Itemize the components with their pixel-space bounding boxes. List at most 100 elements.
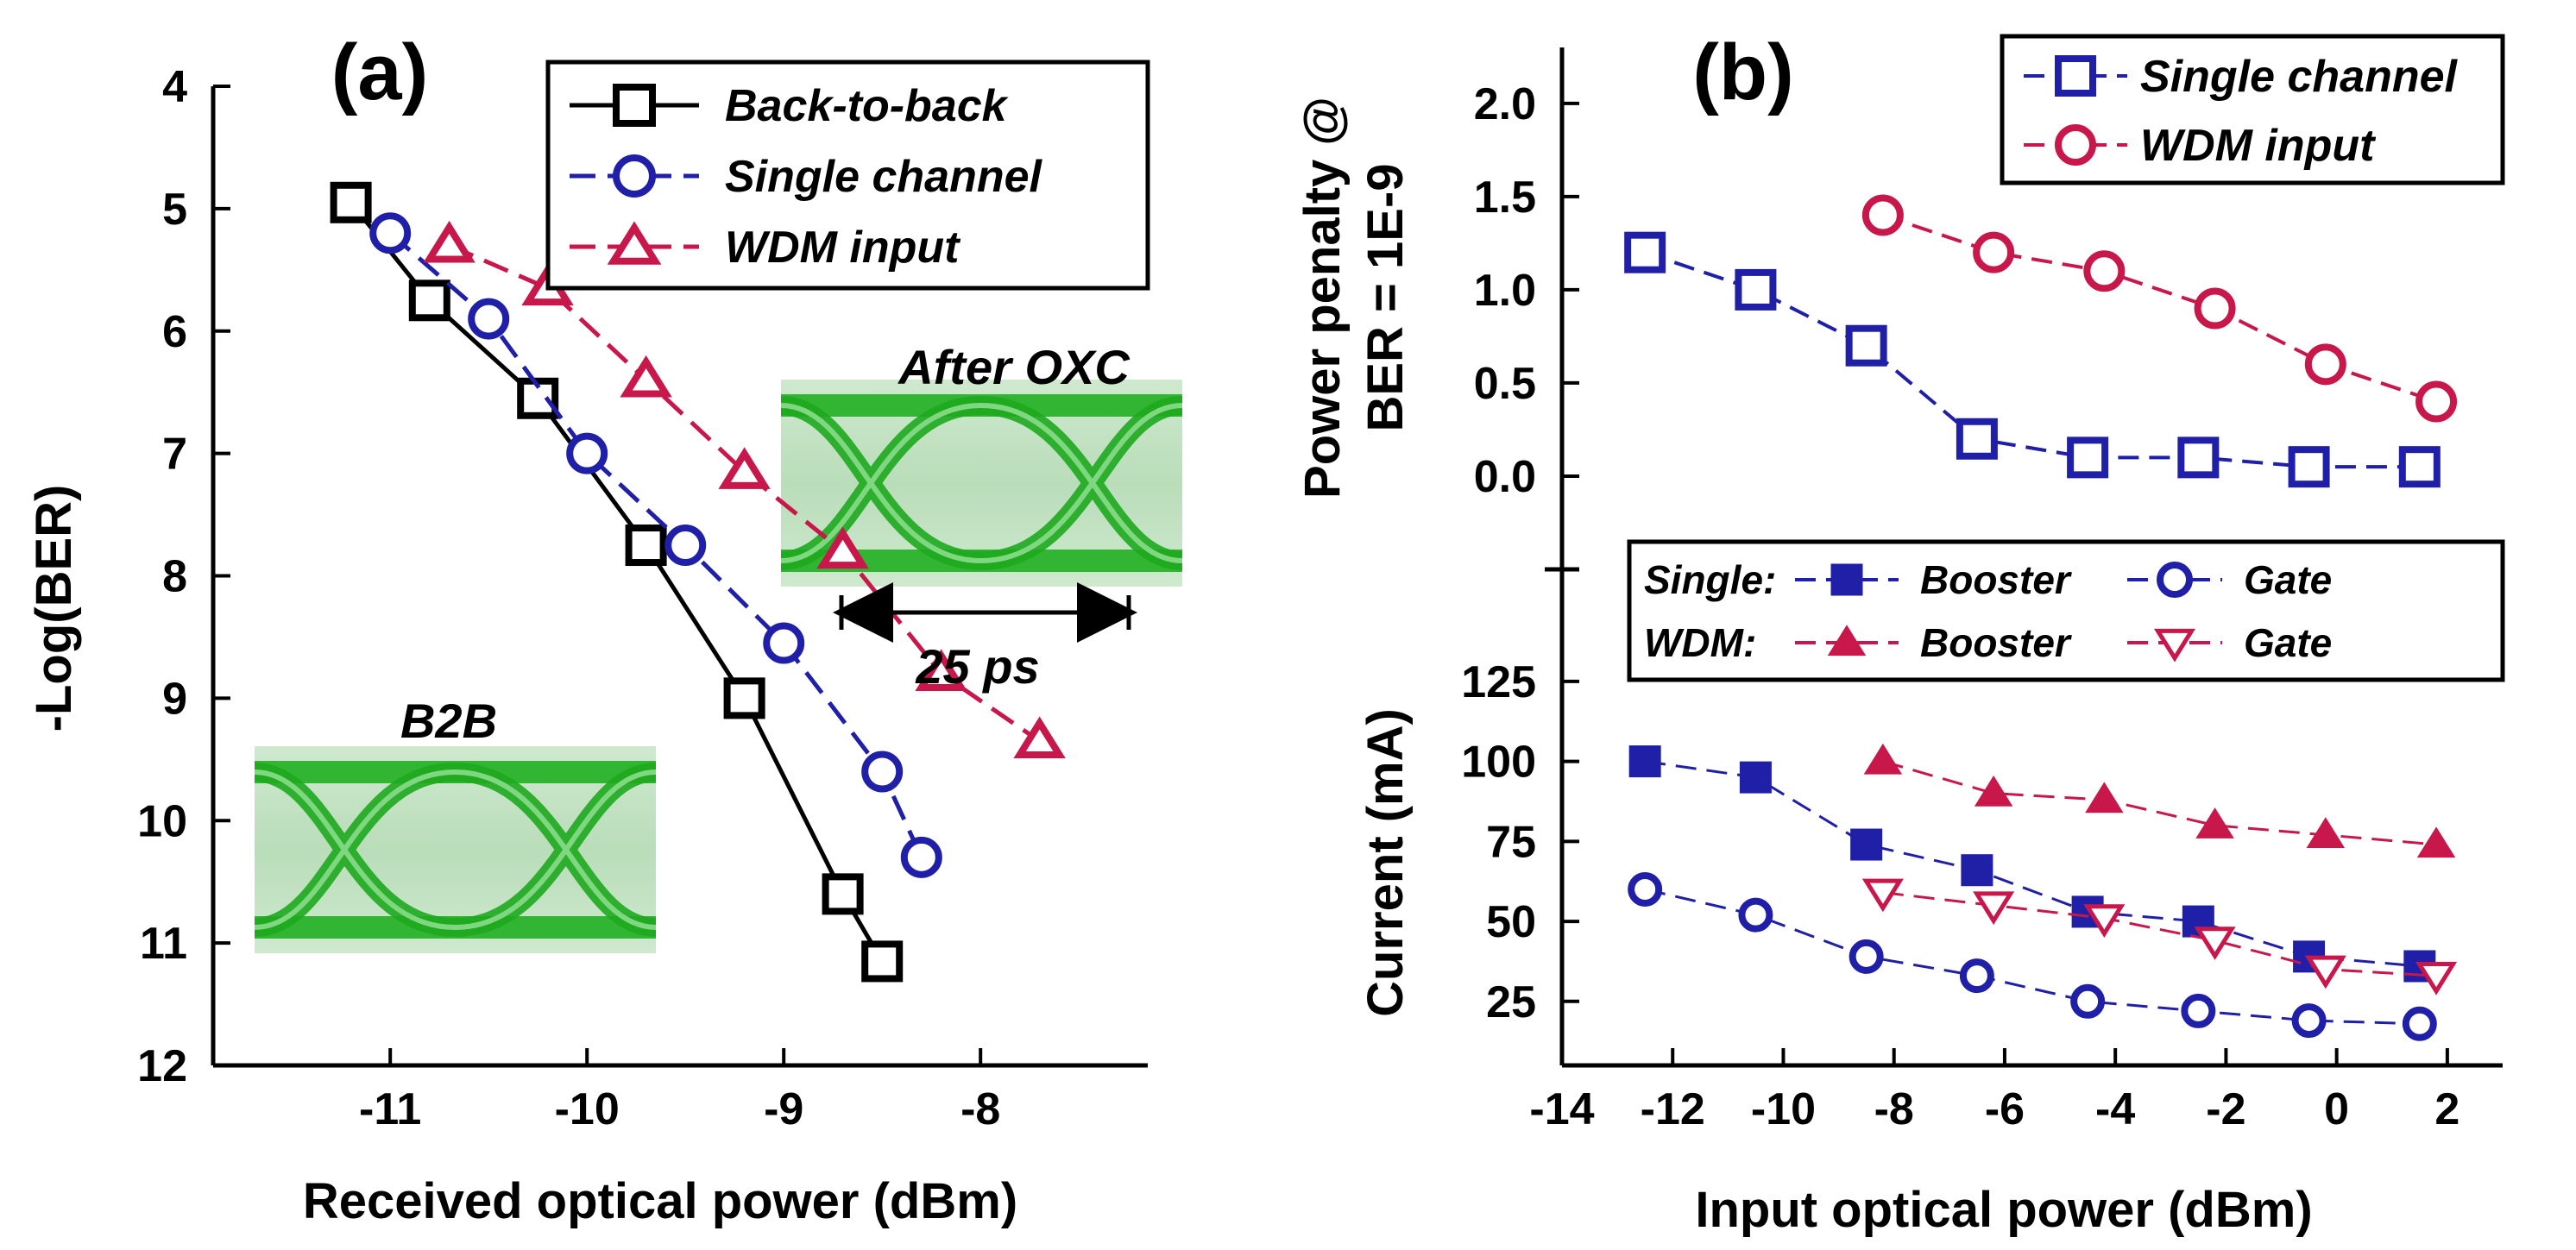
panel-b-bottom-y-tick-label: 100 <box>1461 738 1536 788</box>
panel-b-top-series-0-point-0 <box>1624 231 1666 273</box>
panel-b-bottom-series-0-point-1 <box>1739 761 1772 794</box>
panel-b-top-series-0-point-4 <box>2067 437 2109 479</box>
panel-b-x-tick-label: -2 <box>2206 1084 2245 1134</box>
panel-b-axes: 0.0 0.5 1.0 1.5 2.0 25 50 75 100 125 -14 -12 -10 -8 -6… <box>1461 47 2503 1134</box>
panel-a-x-tick-label: -10 <box>555 1084 620 1134</box>
panel-a-series-1-point-2 <box>566 432 608 474</box>
panel-b-top-y-axis-label-line2: BER = 1E-9 <box>1357 163 1414 431</box>
panel-a-x-axis-label: Received optical power (dBm) <box>303 1173 1017 1229</box>
panel-a-y-tick-label: 6 <box>162 307 187 357</box>
panel-a-series-0-point-3 <box>625 524 667 567</box>
panel-b-x-tick-label: -4 <box>2095 1084 2135 1134</box>
panel-a-series-0-point-5 <box>822 873 864 915</box>
panel-b-bottom-series-1-point-4 <box>2070 983 2106 1019</box>
panel-b-bottom-series-2 <box>1863 743 2456 858</box>
panel-b-top-series-0-point-2 <box>1845 324 1887 367</box>
panel-a-axes: 4 5 6 7 8 9 10 11 12 -11 -10 -9 -8 <box>137 62 1148 1134</box>
panel-b-bottom-legend-box <box>1627 539 2505 682</box>
panel-b-bottom-y-axis-label: Current (mA) <box>1357 708 1414 1017</box>
panel-b-top-legend-label-1: WDM input <box>2140 121 2377 171</box>
panel-b-bottom-series-1-point-5 <box>2181 993 2216 1028</box>
panel-b-x-axis-label: Input optical power (dBm) <box>1695 1182 2312 1238</box>
panel-b-bottom-legend-group-1: WDM: <box>1644 620 1756 665</box>
panel-b-top-y-tick-label: 0.0 <box>1474 452 1536 502</box>
panel-a-series-2-point-6 <box>1013 716 1066 759</box>
panel-b-top-series-0-point-5 <box>2177 437 2220 479</box>
panel-b-x-tick-label: 0 <box>2324 1084 2349 1134</box>
panel-b-top-series-0 <box>1624 231 2441 488</box>
panel-b-bottom-legend-marker-1 <box>2157 562 2193 598</box>
panel-b-top-series-1-line <box>1882 213 2437 404</box>
panel-a-y-tick-label: 4 <box>162 62 187 112</box>
panel-b-bottom-series-3-point-2 <box>2083 904 2126 938</box>
panel-a-y-axis-label: -Log(BER) <box>26 485 82 732</box>
panel-b-top-series-1-point-4 <box>2304 343 2346 386</box>
panel-a-legend-label-1: Single channel <box>725 152 1043 202</box>
panel-b-bottom-series-3-point-4 <box>2304 955 2346 989</box>
panel-b-bottom-series-1-point-1 <box>1738 897 1773 933</box>
panel-b-bottom-series-0 <box>1628 745 2436 983</box>
panel-b-bottom-legend-label-1: Gate <box>2244 557 2332 602</box>
panel-b-top-y-axis-label-line1: Power penalty @ <box>1294 97 1351 499</box>
panel-b-label: (b) <box>1692 28 1793 116</box>
panel-a-y-tick-label: 8 <box>162 552 187 602</box>
panel-a-series-1-point-3 <box>664 524 707 567</box>
panel-a-series-1-point-5 <box>861 751 904 793</box>
panel-b-top-series-1-point-2 <box>2083 250 2126 292</box>
panel-a-legend-label-0: Back-to-back <box>725 81 1010 131</box>
eye-diagram-insets <box>254 380 1183 953</box>
eye-diagram-b2b <box>254 746 657 953</box>
panel-b-bottom-series-2-line <box>1882 760 2437 846</box>
panel-a-x-tick-label: -11 <box>359 1084 421 1134</box>
panel-a-x-tick-label: -8 <box>960 1084 1000 1134</box>
panel-a-series-2-point-3 <box>718 447 771 489</box>
panel-b-top-y-tick-label: 1.5 <box>1474 173 1536 223</box>
panel-b-x-tick-label: -6 <box>1985 1084 2025 1134</box>
panel-a-y-tick-label: 7 <box>162 430 187 480</box>
panel-a-series-2-point-2 <box>620 355 672 398</box>
panel-a-y-tick-label: 9 <box>162 674 187 724</box>
panel-a-y-tick-label: 11 <box>140 919 187 969</box>
panel-a-series-2 <box>423 220 1066 759</box>
panel-b-bottom-y-tick-label: 125 <box>1461 657 1536 707</box>
panel-b-x-tick-label: -12 <box>1641 1084 1705 1134</box>
panel-b-top-legend-label-0: Single channel <box>2140 52 2459 102</box>
panel-b-bottom-series-0-point-2 <box>1850 828 1883 861</box>
panel-b-top-y-tick-label: 0.5 <box>1474 359 1536 409</box>
panel-b-bottom-series-1-point-7 <box>2402 1006 2437 1041</box>
panel-a-series-0-point-1 <box>408 280 450 322</box>
panel-b-bottom-series-1-point-0 <box>1628 871 1663 907</box>
panel-b-legends: Single channel WDM input Single: WDM: Booste… <box>1627 34 2505 682</box>
annotation-b2b: B2B <box>400 694 497 748</box>
panel-b-bottom-series-1-point-6 <box>2291 1003 2327 1039</box>
panel-b-bottom-series-2-point-2 <box>2085 782 2124 813</box>
panel-b-x-tick-label: -10 <box>1751 1084 1816 1134</box>
panel-b-bottom-series-3-point-1 <box>1973 891 2015 926</box>
panel-b-bottom-series-3-point-0 <box>1861 878 1904 913</box>
panel-a-legend-label-2: WDM input <box>725 223 961 273</box>
panel-a-label: (a) <box>331 28 428 116</box>
panel-b-bottom-series-2-point-5 <box>2416 826 2456 858</box>
panel-b-x-tick-label: -8 <box>1874 1084 1914 1134</box>
panel-a-series-0-point-0 <box>330 181 372 223</box>
panel-a-series-1-point-4 <box>763 622 805 664</box>
panel-b-top-series-1-point-5 <box>2415 380 2458 423</box>
panel-b: 0.0 0.5 1.0 1.5 2.0 25 50 75 100 125 -14 -12 -10 -8 -6… <box>1294 28 2505 1238</box>
panel-a-series-1-point-6 <box>900 836 942 878</box>
panel-b-bottom-series-2-point-1 <box>1974 775 2013 807</box>
panel-a-series-2-point-5 <box>915 649 967 691</box>
panel-b-top-y-tick-label: 1.0 <box>1474 266 1536 316</box>
panel-b-top-legend-marker-0 <box>2055 55 2096 97</box>
panel-b-bottom-y-tick-label: 25 <box>1486 977 1536 1027</box>
panel-b-bottom-series-2-point-0 <box>1863 743 1903 775</box>
panel-b-top-series-1 <box>1861 194 2458 423</box>
panel-a-y-tick-label: 12 <box>137 1041 187 1091</box>
panel-b-top-series-0-point-3 <box>1956 418 1998 460</box>
panel-b-bottom-legend-marker-3 <box>2153 628 2196 663</box>
panel-b-bottom-legend-label-3: Gate <box>2244 620 2332 665</box>
panel-a-series-2-point-0 <box>423 220 476 263</box>
panel-a-y-tick-label: 10 <box>137 796 187 846</box>
panel-a-series-2-point-4 <box>816 526 869 569</box>
annotation-25ps: 25 ps <box>915 639 1039 694</box>
panel-b-bottom-series-3 <box>1861 878 2458 996</box>
